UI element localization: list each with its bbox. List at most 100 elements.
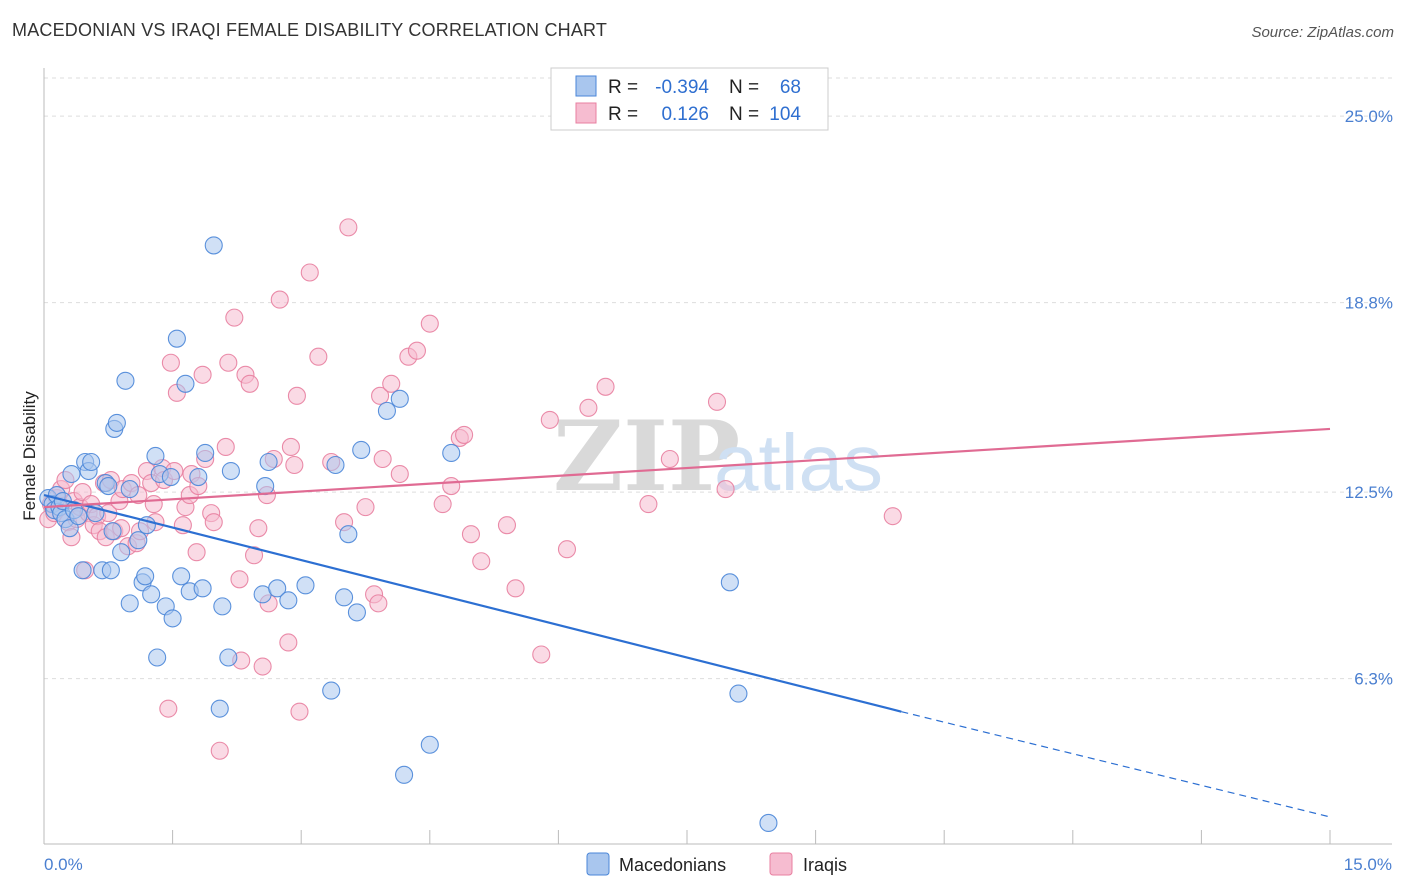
legend-swatch-iraqis — [575, 102, 597, 124]
point-iraqis — [461, 525, 481, 544]
stats-legend: R = -0.394 N = 68 R = 0.126 N = 104 — [550, 67, 829, 131]
watermark-atlas: atlas — [714, 418, 883, 507]
point-macedonians — [326, 455, 345, 475]
point-macedonians — [390, 389, 409, 408]
point-iraqis — [204, 513, 223, 532]
bottom-legend-swatch-macedonians — [586, 852, 610, 876]
point-iraqis — [287, 386, 306, 405]
point-macedonians — [116, 371, 135, 390]
point-iraqis — [506, 579, 525, 598]
legend-n-label-macedonians: N = — [729, 77, 759, 98]
point-iraqis — [455, 425, 474, 444]
point-macedonians — [339, 525, 358, 544]
series-legend: Macedonians Iraqis — [586, 852, 847, 876]
point-macedonians — [148, 648, 167, 667]
watermark: ZIP atlas — [553, 400, 883, 513]
point-iraqis — [883, 507, 902, 526]
point-macedonians — [136, 567, 155, 586]
point-macedonians — [101, 561, 120, 580]
point-macedonians — [219, 648, 238, 667]
legend-r-value-macedonians: -0.394 — [655, 77, 709, 98]
y-tick-label: 25.0% — [1345, 107, 1393, 126]
point-iraqis — [253, 657, 272, 676]
axes — [43, 68, 1392, 845]
point-macedonians — [196, 443, 215, 463]
point-iraqis — [225, 308, 244, 327]
point-macedonians — [176, 374, 195, 393]
legend-r-value-iraqis: 0.126 — [661, 104, 709, 125]
point-macedonians — [82, 452, 101, 472]
chart-source: Source: ZipAtlas.com — [1251, 24, 1394, 41]
point-iraqis — [390, 464, 409, 484]
point-iraqis — [339, 218, 358, 237]
point-macedonians — [167, 329, 186, 348]
point-iraqis — [371, 386, 390, 405]
point-iraqis — [270, 290, 289, 309]
bottom-legend-label-macedonians: Macedonians — [619, 855, 726, 875]
point-iraqis — [596, 377, 615, 396]
point-iraqis — [279, 633, 298, 652]
bottom-legend-swatch-iraqis — [769, 852, 793, 876]
point-macedonians — [99, 477, 118, 496]
series-macedonians-points — [39, 236, 778, 832]
point-macedonians — [120, 594, 139, 613]
y-tick-labels: 6.3% 12.5% 18.8% 25.0% — [1345, 107, 1393, 688]
point-macedonians — [142, 585, 161, 604]
point-iraqis — [300, 263, 319, 282]
point-iraqis — [497, 516, 517, 535]
point-iraqis — [532, 645, 551, 664]
bottom-legend-label-iraqis: Iraqis — [803, 855, 847, 875]
trend-line-macedonians — [43, 494, 902, 713]
point-iraqis — [230, 570, 249, 589]
y-axis-label: Female Disability — [20, 391, 39, 521]
point-macedonians — [161, 467, 180, 487]
point-macedonians — [204, 236, 223, 255]
x-tick-label-max: 15.0% — [1344, 855, 1392, 874]
legend-r-label-macedonians: R = — [608, 77, 638, 98]
point-macedonians — [120, 480, 139, 499]
y-tick-label: 12.5% — [1345, 483, 1393, 502]
point-iraqis — [309, 347, 328, 366]
trend-line-macedonians-extension — [901, 711, 1331, 818]
point-macedonians — [256, 477, 275, 496]
y-tick-label: 6.3% — [1354, 670, 1393, 689]
point-iraqis — [639, 495, 658, 514]
x-ticks — [43, 830, 1331, 844]
point-macedonians — [335, 588, 354, 607]
point-iraqis — [240, 374, 259, 393]
point-macedonians — [107, 413, 126, 432]
point-iraqis — [144, 495, 163, 514]
point-iraqis — [281, 437, 300, 457]
point-iraqis — [442, 477, 461, 496]
point-macedonians — [259, 452, 278, 472]
point-iraqis — [356, 498, 375, 517]
point-macedonians — [279, 591, 298, 610]
stats-legend-box — [550, 67, 829, 131]
point-iraqis — [716, 480, 735, 499]
point-iraqis — [660, 449, 679, 469]
point-macedonians — [296, 576, 315, 595]
point-macedonians — [69, 507, 88, 526]
point-macedonians — [73, 561, 92, 580]
point-iraqis — [159, 699, 178, 718]
point-iraqis — [472, 552, 491, 571]
x-tick-label-min: 0.0% — [44, 855, 83, 874]
point-macedonians — [129, 531, 148, 550]
point-iraqis — [193, 365, 212, 384]
point-macedonians — [352, 440, 371, 460]
point-macedonians — [322, 681, 341, 700]
point-iraqis — [285, 455, 304, 475]
point-iraqis — [187, 543, 206, 562]
point-macedonians — [395, 765, 414, 784]
watermark-zip: ZIP — [553, 400, 740, 513]
point-macedonians — [189, 467, 208, 487]
point-iraqis — [540, 410, 559, 429]
point-iraqis — [244, 546, 264, 565]
point-iraqis — [210, 741, 229, 760]
legend-n-value-iraqis: 104 — [769, 104, 801, 125]
point-macedonians — [146, 446, 165, 466]
point-iraqis — [249, 519, 268, 538]
trend-line-iraqis — [43, 427, 1331, 509]
point-macedonians — [720, 573, 739, 592]
